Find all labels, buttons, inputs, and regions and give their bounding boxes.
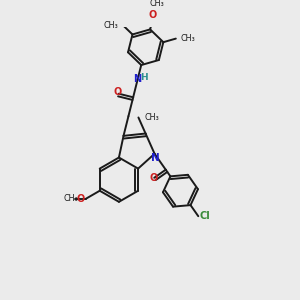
Text: Cl: Cl bbox=[200, 211, 210, 221]
Text: O: O bbox=[76, 194, 84, 204]
Text: O: O bbox=[148, 10, 157, 20]
Text: O: O bbox=[113, 87, 122, 97]
Text: CH₃: CH₃ bbox=[144, 113, 159, 122]
Text: CH₃: CH₃ bbox=[181, 34, 195, 43]
Text: H: H bbox=[140, 73, 147, 82]
Text: CH₃: CH₃ bbox=[64, 194, 78, 203]
Text: N: N bbox=[151, 153, 160, 163]
Text: O: O bbox=[150, 173, 158, 183]
Text: CH₃: CH₃ bbox=[149, 0, 164, 8]
Text: CH₃: CH₃ bbox=[103, 21, 118, 30]
Text: N: N bbox=[133, 74, 141, 84]
